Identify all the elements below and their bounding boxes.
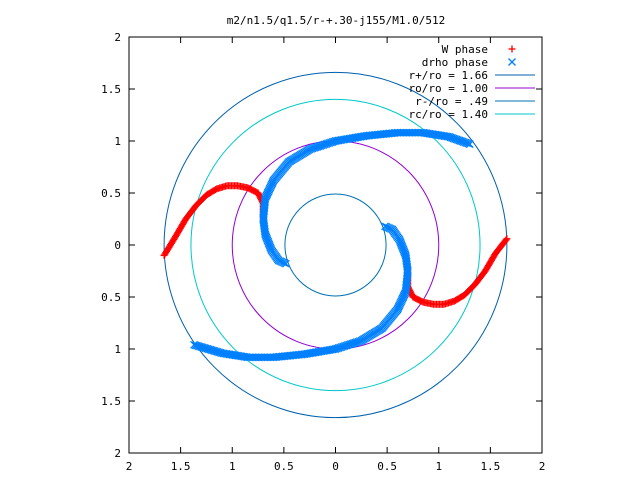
drho-phase-point [261,195,270,204]
x-tick-label: 0.5 [274,460,294,473]
data-points [160,128,511,362]
drho-phase-point [465,140,474,149]
cross-b [446,133,455,142]
cross-b [197,343,206,351]
y-tick-label: 0 [114,239,121,252]
drho-phase-point [191,341,200,350]
cross-b [206,345,215,354]
drho-phase-point [190,340,199,349]
cross-b [216,348,225,357]
cross-b [201,344,210,353]
radius-circles [163,71,508,419]
x-tick-label: 1.5 [480,460,500,473]
cross-b [193,341,201,350]
y-tick-label: 1 [114,135,121,148]
legend-label: r-/ro = .49 [415,95,488,108]
cross-b [461,138,470,147]
cross-b [204,345,213,354]
cross-b [195,342,204,351]
cross-b [260,227,269,236]
cross-b [261,229,270,237]
circle-r-1 [231,140,440,350]
legend-label: r+/ro = 1.66 [409,69,488,82]
cross-b [458,137,467,146]
y-tick-label: 2 [114,447,121,460]
cross-b [442,132,450,141]
legend-label: W phase [442,43,488,56]
drho-phase-point [464,139,473,148]
cross-b [451,134,459,143]
cross-b [456,137,465,145]
cross-b [215,348,223,357]
cross-b [213,347,222,356]
cross-b [455,136,464,145]
legend-label: drho phase [422,56,488,69]
x-tick-label: 0 [332,460,339,473]
y-tick-label: 1 [114,343,121,356]
legend-label: rc/ro = 1.40 [409,108,488,121]
cross-b [261,195,270,204]
y-tick-label: 1.5 [101,395,121,408]
cross-b [191,341,200,350]
cross-b [221,349,229,358]
cross-b [194,342,203,351]
circle-r-1_4 [190,98,481,392]
cross-b [445,132,454,141]
y-tick-label: 0.5 [101,291,121,304]
cross-b [401,286,410,295]
cross-b [281,259,290,268]
legend-marker-cross-b [508,58,516,66]
y-tick-label: 2 [114,31,121,44]
cross-b [453,136,462,144]
circle-r-1_66 [163,71,508,419]
x-tick-label: 2 [126,460,133,473]
cross-b [443,132,452,141]
circle-r-0_49 [284,193,387,297]
w-phase-point [503,235,511,243]
cross-b [209,346,218,355]
x-tick-label: 1.5 [171,460,191,473]
y-tick-label: 0.5 [101,187,121,200]
cross-b [448,133,456,142]
drho-phase-point [401,286,410,295]
cross-b [200,343,209,352]
cross-b [465,140,474,149]
cross-b [198,343,207,352]
cross-b [217,349,226,358]
cross-b [459,138,468,146]
legend-label: ro/ro = 1.00 [409,82,488,95]
chart-title: m2/n1.5/q1.5/r-+.30-j155/M1.0/512 [227,14,446,27]
cross-b [210,347,219,355]
x-tick-label: 1 [435,460,442,473]
cross-b [207,346,216,355]
cross-b [462,139,471,148]
axis-ticks: 2 1.5 1 0.5 0 0.5 1 1.5 221.510.500.511.52 [101,31,545,473]
x-tick-label: 1 [229,460,236,473]
cross-b [203,344,212,353]
w-phase-point [502,236,510,244]
cross-b [190,340,199,349]
x-tick-label: 2 [539,460,546,473]
x-tick-label: 0.5 [377,460,397,473]
drho-phase-point [281,259,290,268]
y-tick-label: 1.5 [101,83,121,96]
cross-b [212,347,221,356]
cross-b [219,349,228,358]
cross-b [452,135,461,144]
cross-b [449,134,458,143]
cross-b [464,139,473,148]
